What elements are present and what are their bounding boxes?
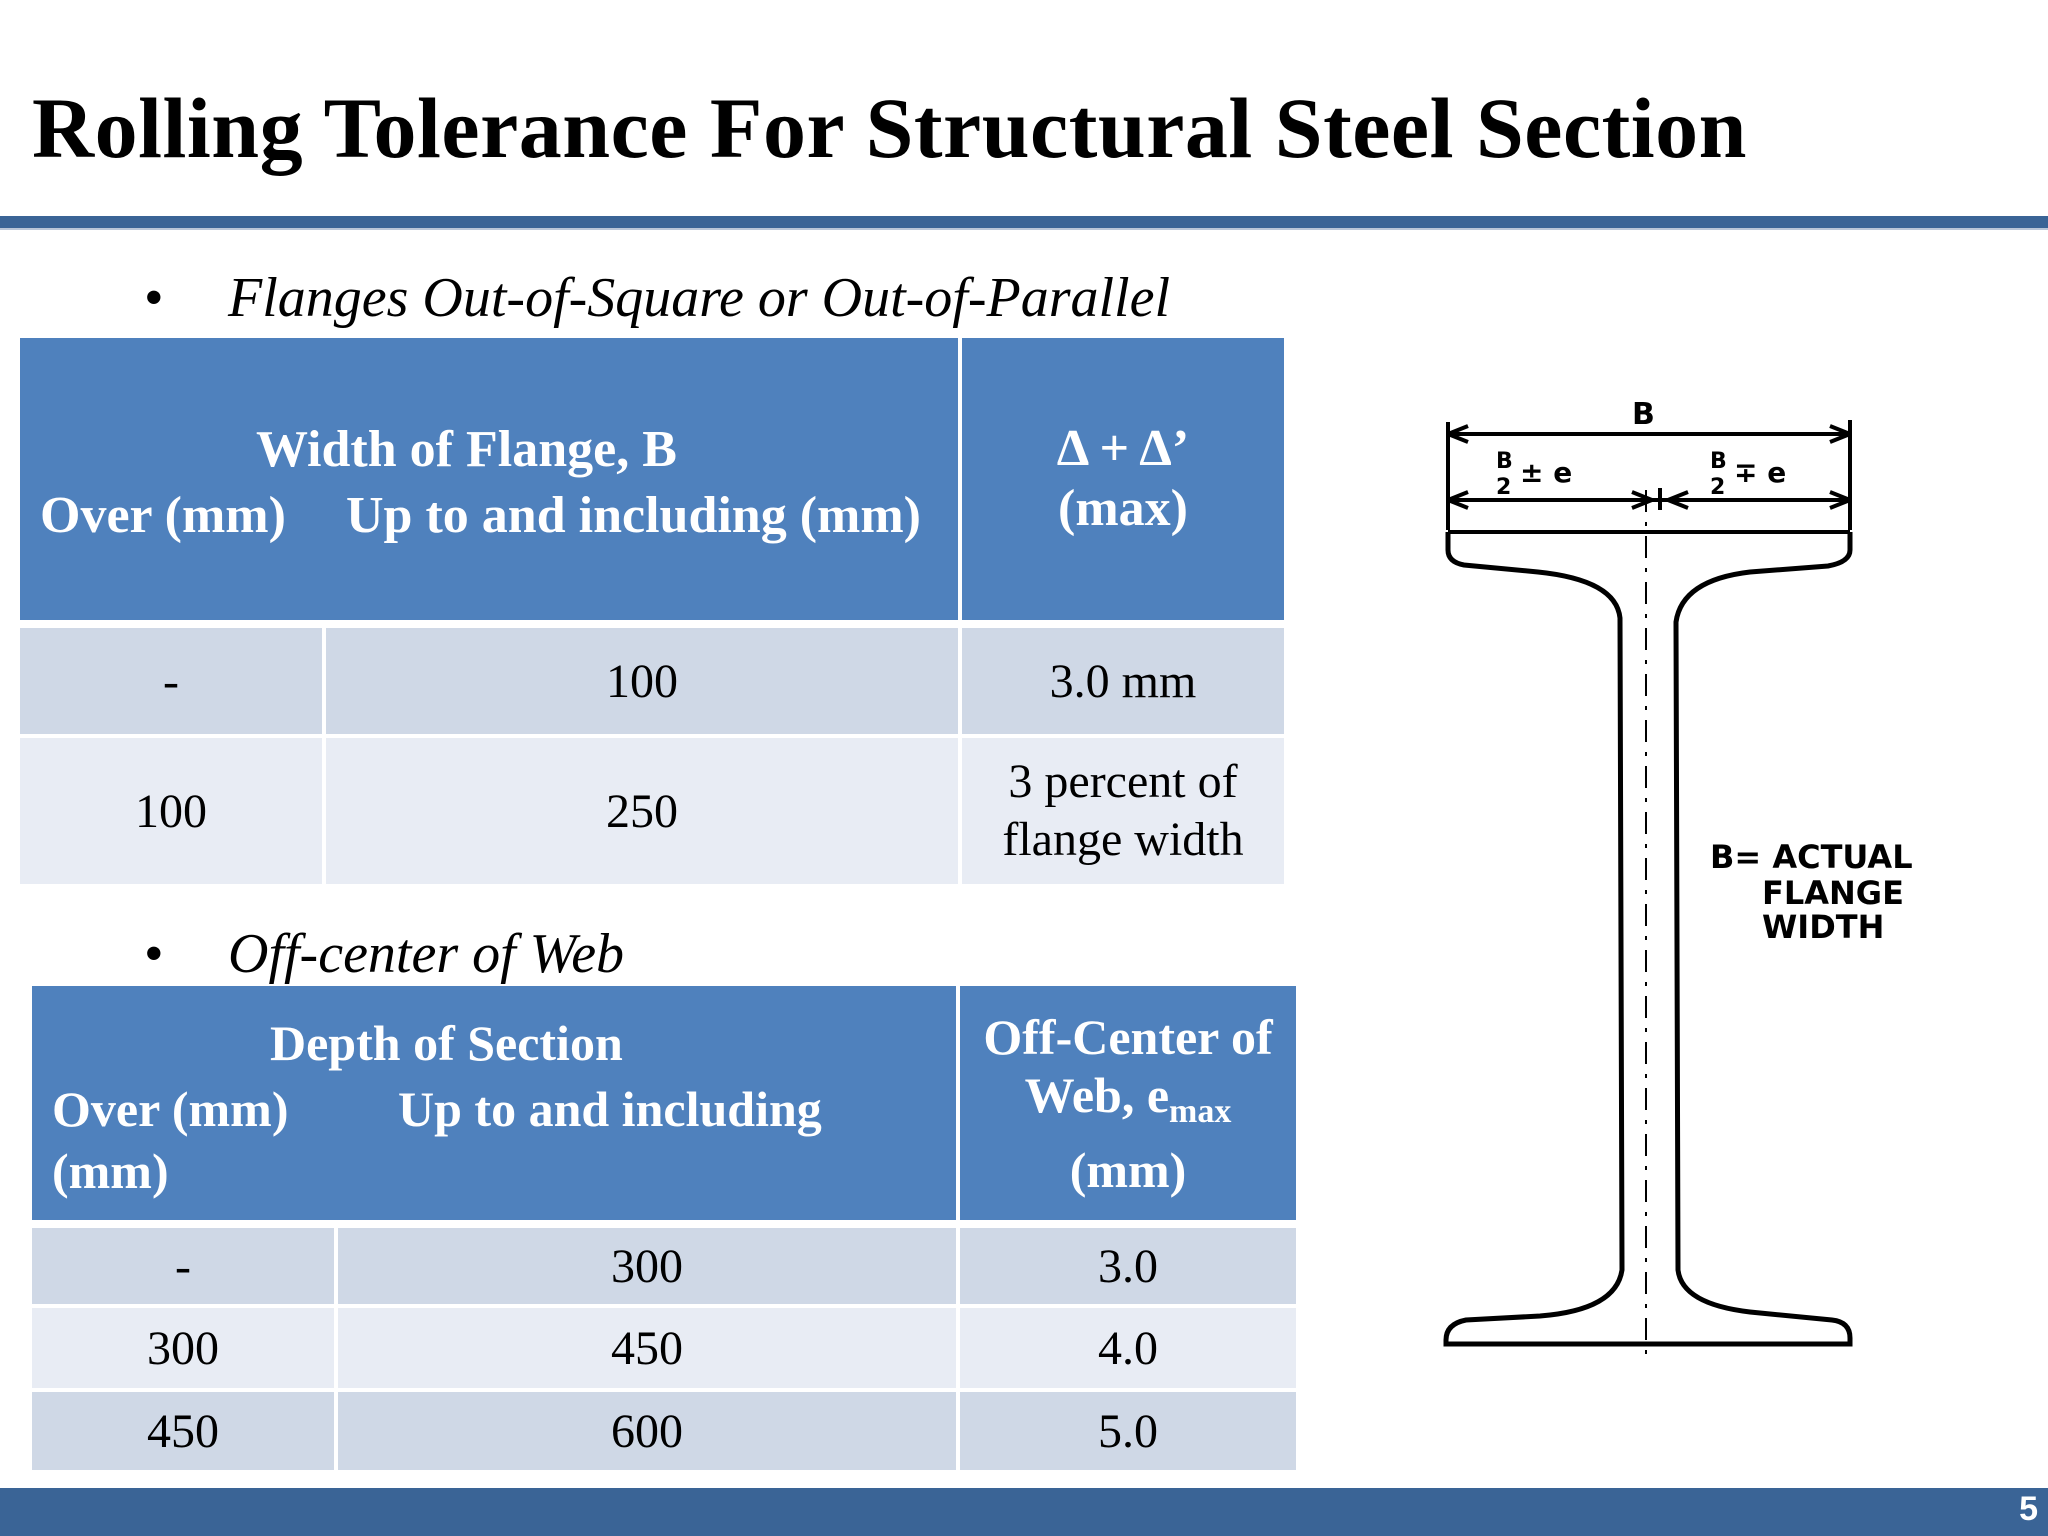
- label-left-num: B: [1496, 449, 1513, 474]
- caption-line1: B= ACTUAL: [1710, 838, 1913, 876]
- flange-row1-upto: 100: [326, 628, 958, 734]
- flange-header-group: Width of Flange, B: [256, 421, 677, 478]
- web-row3-over: 450: [32, 1392, 334, 1470]
- bullet-dot: •: [144, 267, 164, 329]
- flange-header-over: Over (mm): [40, 487, 286, 544]
- web-row1-over: -: [32, 1228, 334, 1304]
- web-header-offcenter-line1: Off-Center of: [983, 1008, 1273, 1065]
- dimension-b-arrow-right: [1829, 424, 1851, 444]
- i-beam-diagram: B B 2 ± e B 2 ∓ e B= ACTUAL FLANGE WIDTH: [1443, 397, 1913, 1364]
- title-divider: [0, 216, 2048, 228]
- web-header-upto: Up to and including: [398, 1081, 822, 1137]
- dimension-b-arrow-left: [1447, 424, 1469, 444]
- web-row2-value: 4.0: [960, 1308, 1296, 1388]
- flange-header-delta: Δ + Δ’ (max): [962, 338, 1284, 620]
- web-header-group: Depth of Section: [270, 1015, 623, 1071]
- web-row2-over: 300: [32, 1308, 334, 1388]
- bullet-web-text: Off-center of Web: [228, 923, 625, 985]
- title-divider-shadow: [0, 228, 2048, 230]
- flange-row2-over: 100: [20, 738, 322, 884]
- bullet-flanges-text: Flanges Out-of-Square or Out-of-Parallel: [228, 267, 1171, 329]
- flange-header-width: [20, 338, 958, 620]
- bullet-web: • Off-center of Web: [144, 922, 625, 986]
- web-row1-value: 3.0: [960, 1228, 1296, 1304]
- web-header-over: Over (mm): [52, 1081, 289, 1137]
- web-header-offcenter-web: Web, e: [1024, 1066, 1170, 1123]
- dimension-half-arrow-c: [1667, 490, 1689, 510]
- flange-header-upto: Up to and including (mm): [346, 487, 921, 544]
- label-left-op: ± e: [1520, 456, 1572, 489]
- flange-row2-value-line2: flange width: [1002, 813, 1244, 866]
- label-left-den: 2: [1496, 475, 1511, 500]
- web-row3-value: 5.0: [960, 1392, 1296, 1470]
- beam-outline: [1443, 532, 1853, 1347]
- bullet-dot: •: [144, 923, 164, 985]
- flange-row1-value: 3.0 mm: [962, 628, 1284, 734]
- page-number: 5: [2019, 1490, 2038, 1528]
- dimension-half-arrow-a: [1447, 490, 1469, 510]
- label-right-op: ∓ e: [1734, 456, 1786, 489]
- flange-row1-over: -: [20, 628, 322, 734]
- dimension-half-arrow-d: [1829, 490, 1851, 510]
- dimension-half-arrow-b: [1631, 490, 1653, 510]
- flange-row2-value: 3 percent of flange width: [962, 738, 1284, 884]
- footer-bar: [0, 1488, 2048, 1536]
- label-right-den: 2: [1710, 475, 1725, 500]
- web-row1-upto: 300: [338, 1228, 956, 1304]
- web-header-depth: [32, 986, 956, 1220]
- bullet-flanges: • Flanges Out-of-Square or Out-of-Parall…: [144, 266, 1171, 330]
- web-header-over-unit: (mm): [52, 1143, 169, 1199]
- web-header-offcenter: Off-Center of Web, emax (mm): [960, 986, 1296, 1220]
- flange-header-delta-sub: (max): [1058, 480, 1188, 537]
- slide-title: Rolling Tolerance For Structural Steel S…: [32, 80, 1747, 176]
- label-right-num: B: [1710, 449, 1727, 474]
- web-header-offcenter-sub: max: [1169, 1092, 1232, 1130]
- web-row3-upto: 600: [338, 1392, 956, 1470]
- caption-line3: WIDTH: [1762, 908, 1884, 946]
- flange-row2-upto: 250: [326, 738, 958, 884]
- web-header-offcenter-line3: (mm): [1069, 1141, 1187, 1198]
- caption-line2: FLANGE: [1762, 874, 1904, 912]
- flange-header-delta-label: Δ + Δ’: [1056, 420, 1190, 477]
- web-header-offcenter-line2: Web, emax: [1025, 1066, 1232, 1141]
- web-row2-upto: 450: [338, 1308, 956, 1388]
- label-b: B: [1632, 397, 1655, 432]
- flange-row2-value-line1: 3 percent of: [1008, 755, 1238, 808]
